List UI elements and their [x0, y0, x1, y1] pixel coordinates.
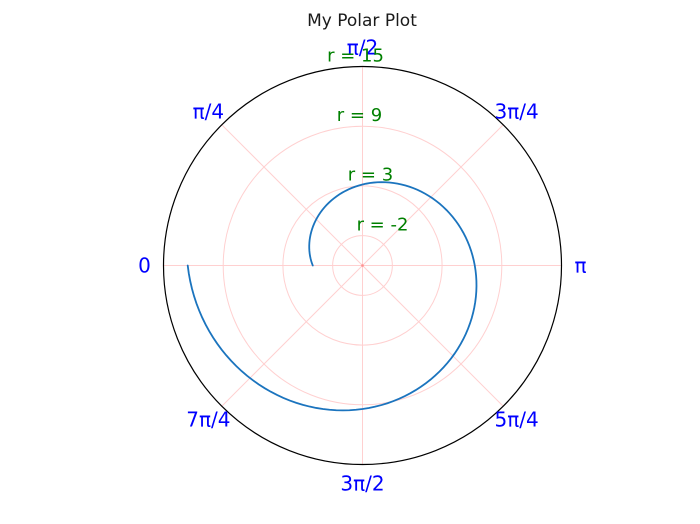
r-tick-label: r = -2 — [357, 214, 409, 235]
grid-center-dot — [361, 264, 364, 267]
r-tick-label: r = 15 — [327, 45, 384, 66]
chart-title: My Polar Plot — [307, 11, 417, 31]
theta-tick-label: 5π/4 — [495, 408, 539, 432]
theta-tick-label: 3π/4 — [495, 99, 539, 123]
theta-tick-label: π/2 — [347, 36, 379, 60]
theta-gridline-spoke — [221, 265, 363, 407]
theta-tick-label: π/4 — [193, 99, 225, 123]
theta-tick-label: 3π/2 — [340, 472, 384, 496]
theta-tick-label: 7π/4 — [186, 408, 230, 432]
theta-tick-label: 0 — [138, 254, 151, 278]
theta-gridline-spoke — [362, 124, 504, 266]
r-tick-label: r = 9 — [337, 105, 382, 126]
polar-outer-circle — [162, 65, 563, 466]
spiral-series-line — [186, 181, 478, 412]
theta-gridline-spoke — [221, 124, 363, 266]
theta-gridline-spoke — [362, 265, 504, 407]
r-tick-label: r = 3 — [348, 165, 393, 186]
theta-tick-label: π — [574, 254, 586, 278]
